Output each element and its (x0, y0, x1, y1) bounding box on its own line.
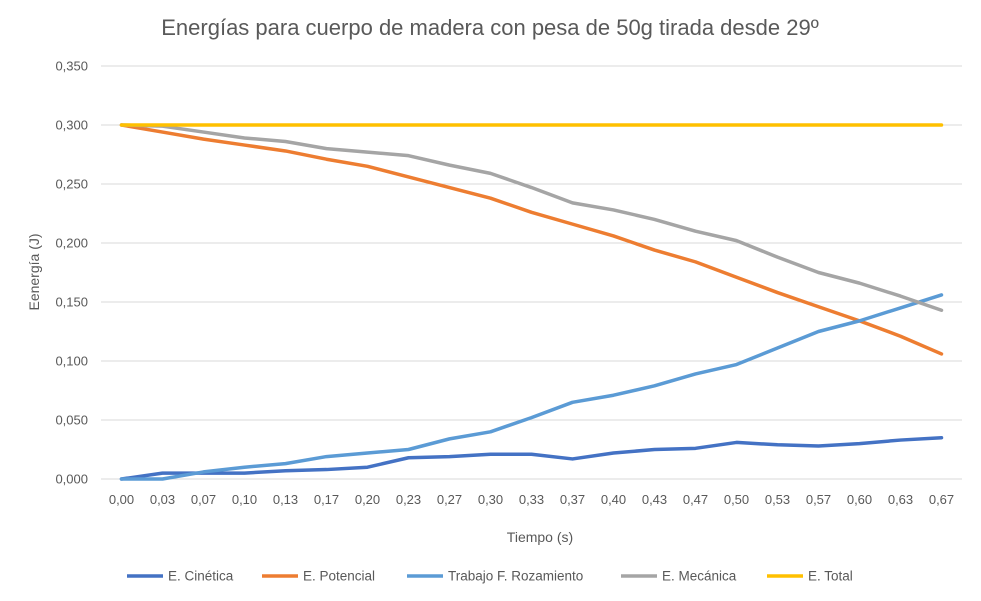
y-tick-label: 0,050 (55, 413, 88, 428)
series-lines (119, 123, 944, 481)
y-tick-label: 0,300 (55, 118, 88, 133)
y-tick-label: 0,100 (55, 354, 88, 369)
y-tick-label: 0,250 (55, 177, 88, 192)
x-tick-label: 0,20 (355, 492, 380, 507)
x-axis-label: Tiempo (s) (507, 529, 573, 545)
legend: E. Cinética E. Potencial Trabajo F. Rozami… (127, 569, 853, 584)
x-tick-label: 0,47 (683, 492, 708, 507)
x-tick-label: 0,23 (396, 492, 421, 507)
series-line-e-potencial (119, 123, 944, 356)
legend-label: E. Potencial (303, 569, 375, 584)
x-tick-label: 0,40 (601, 492, 626, 507)
x-tick-label: 0,60 (847, 492, 872, 507)
series-line-e-mecanica (119, 123, 944, 313)
series-line-trabajo-f-rozamiento (119, 293, 944, 481)
x-tick-label: 0,57 (806, 492, 831, 507)
x-tick-label: 0,07 (191, 492, 216, 507)
x-tick-label: 0,50 (724, 492, 749, 507)
y-tick-label: 0,350 (55, 59, 88, 74)
x-tick-label: 0,67 (929, 492, 954, 507)
x-tick-label: 0,27 (437, 492, 462, 507)
legend-label: Trabajo F. Rozamiento (448, 569, 583, 584)
x-tick-label: 0,03 (150, 492, 175, 507)
x-tick-label: 0,17 (314, 492, 339, 507)
legend-label: E. Cinética (168, 569, 234, 584)
y-axis-label: Eenergía (J) (26, 233, 42, 310)
y-axis-ticks: 0,000 0,050 0,100 0,150 0,200 0,250 0,300 0,350 (55, 59, 88, 487)
x-tick-label: 0,30 (478, 492, 503, 507)
y-tick-label: 0,000 (55, 472, 88, 487)
legend-label: E. Mecánica (662, 569, 737, 584)
x-tick-label: 0,33 (519, 492, 544, 507)
y-tick-label: 0,150 (55, 295, 88, 310)
x-tick-label: 0,10 (232, 492, 257, 507)
series-line-e-cinetica (119, 435, 944, 481)
chart-title: Energías para cuerpo de madera con pesa … (161, 15, 819, 40)
x-tick-label: 0,43 (642, 492, 667, 507)
x-tick-label: 0,63 (888, 492, 913, 507)
y-tick-label: 0,200 (55, 236, 88, 251)
x-axis-ticks: 0,00 0,03 0,07 0,10 0,13 0,17 0,20 0,23 0,27 0,30… (109, 492, 954, 507)
x-tick-label: 0,13 (273, 492, 298, 507)
x-tick-label: 0,53 (765, 492, 790, 507)
x-tick-label: 0,00 (109, 492, 134, 507)
legend-label: E. Total (808, 569, 853, 584)
x-tick-label: 0,37 (560, 492, 585, 507)
